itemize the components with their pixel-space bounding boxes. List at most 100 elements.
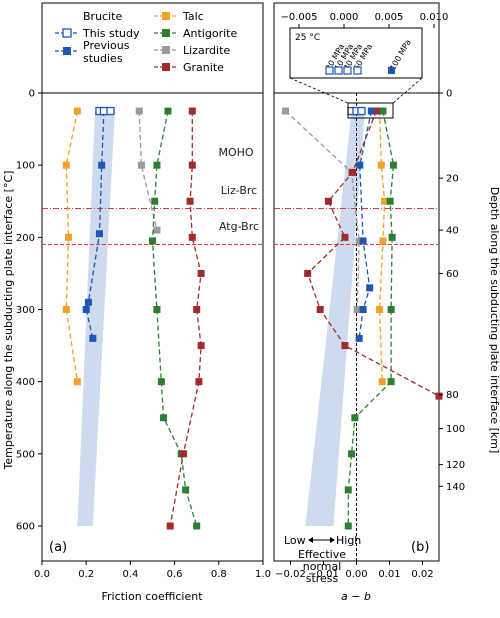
series-b	[282, 106, 443, 530]
panel-b-label: (b)	[411, 540, 429, 555]
b-x-tick-label-2: 0.00	[345, 569, 367, 580]
inset-marker-100	[388, 67, 395, 74]
b-depth-tick-label-1: 20	[446, 174, 459, 185]
b-point-antigorite-1	[389, 161, 397, 169]
b-x-tick-label-4: 0.02	[411, 569, 433, 580]
b-point-talc-3	[379, 237, 387, 245]
legend-lizardite-marker	[162, 46, 170, 54]
legend-previous-line2: studies	[83, 52, 123, 65]
b-x-tick-label-3: 0.01	[378, 569, 400, 580]
inset-tick-label-4: 0.010	[420, 12, 449, 23]
b-point-granite-2	[324, 197, 332, 205]
b-point-antigorite-9	[344, 522, 352, 530]
b-point-antigorite-8	[344, 486, 352, 494]
panel-a-label: (a)	[49, 540, 67, 555]
b-line-granite-3	[306, 110, 440, 397]
b-this-study-point-2	[357, 106, 366, 116]
b-line-talc-1	[378, 110, 386, 382]
b-depth-tick-label-0: 0	[446, 89, 452, 100]
a-point-brucite-2	[95, 230, 103, 238]
a-point-granite-9	[166, 522, 174, 530]
b-line-antigorite-2	[347, 110, 395, 526]
a-x-tick-label-1: 0.2	[78, 569, 94, 580]
a-point-antigorite-0	[164, 107, 172, 115]
a-point-antigorite-3	[149, 237, 156, 245]
legend-talc: Talc	[182, 10, 204, 23]
stress-label-3: stress	[306, 572, 339, 585]
inset-connector-left	[289, 77, 349, 104]
a-point-talc-0	[73, 107, 81, 115]
a-point-talc-3	[62, 306, 70, 313]
b-point-antigorite-4	[387, 306, 395, 313]
legend-talc-marker	[162, 12, 170, 20]
b-point-brucite-0	[367, 107, 375, 115]
a-point-antigorite-8	[182, 486, 190, 494]
a-point-granite-6	[197, 342, 205, 350]
inset-marker-60	[353, 66, 362, 75]
high-label: High	[336, 534, 361, 547]
b-point-brucite-2	[359, 237, 367, 245]
a-x-tick-label-3: 0.6	[167, 569, 183, 580]
legend-this-study-marker	[62, 28, 72, 38]
inset-marker-10	[334, 66, 343, 75]
a-y-tick-label-0: 0	[29, 89, 35, 100]
atg-brc-label: Atg-Brc	[219, 220, 259, 233]
inset-zoom-box	[347, 102, 394, 119]
stress-arrow-right-head	[330, 537, 335, 543]
a-point-antigorite-5	[157, 378, 165, 386]
inset-tick-label-3: 0.005	[375, 12, 404, 23]
b-point-granite-0	[372, 107, 380, 115]
b-point-brucite-3	[366, 284, 374, 292]
b-depth-tick-label-7: 140	[446, 482, 465, 493]
legend-antigorite: Antigorite	[183, 27, 237, 40]
inset-tick-label-1: −0.005	[280, 12, 317, 23]
legend-previous: Previous studies	[83, 39, 133, 65]
b-line-brucite-4	[358, 110, 373, 339]
b-point-talc-2	[381, 197, 389, 205]
a-y-tick-label-1: 100	[16, 161, 35, 172]
b-point-lizardite-3	[353, 306, 361, 313]
b-point-antigorite-7	[348, 450, 356, 458]
legend-previous-marker	[63, 47, 71, 55]
y-axis-label-a: Temperature along the subducting plate i…	[2, 171, 15, 471]
b-point-antigorite-6	[351, 414, 359, 422]
a-y-tick-label-2: 200	[16, 233, 35, 244]
legend-brucite-title: Brucite	[83, 10, 122, 23]
b-point-brucite-4	[359, 306, 367, 313]
band-b-polygon	[305, 111, 365, 526]
a-point-antigorite-2	[151, 197, 159, 205]
a-point-talc-4	[73, 378, 81, 386]
b-point-brucite-1	[356, 161, 364, 169]
legend-granite-marker	[162, 63, 170, 71]
a-point-brucite-3	[84, 298, 92, 306]
stress-label-2: normal	[303, 560, 342, 573]
inset-marker-20	[325, 66, 334, 75]
b-point-lizardite-2	[355, 237, 363, 245]
a-point-talc-1	[62, 161, 70, 169]
b-point-granite-6	[341, 342, 349, 350]
inset-connector-right	[392, 77, 423, 104]
b-point-antigorite-0	[379, 107, 387, 115]
b-line-lizardite-0	[285, 110, 360, 310]
band-a	[77, 111, 115, 526]
a-x-tick-label-4: 0.8	[211, 569, 227, 580]
x-axis-label-a: Friction coefficient	[101, 590, 203, 603]
b-point-granite-1	[349, 168, 357, 176]
y-axis-label-b: Depth along the subducting plate interfa…	[488, 187, 500, 454]
low-label: Low	[284, 534, 306, 547]
a-this-study-point-2	[106, 106, 115, 116]
b-depth-tick-label-2: 40	[446, 226, 459, 237]
b-point-granite-4	[304, 269, 312, 277]
a-y-tick-label-5: 500	[16, 449, 35, 460]
a-line-brucite-4	[85, 110, 105, 339]
a-point-lizardite-0	[135, 107, 143, 115]
b-point-talc-1	[377, 161, 385, 169]
a-line-antigorite-2	[151, 110, 198, 527]
a-point-lizardite-2	[153, 226, 161, 234]
a-point-antigorite-1	[153, 161, 161, 169]
b-point-granite-5	[316, 306, 324, 313]
a-line-granite-3	[169, 111, 202, 527]
b-x-tick-label-0: −0.02	[275, 569, 306, 580]
inset-temp-label: 25 °C	[295, 33, 320, 43]
